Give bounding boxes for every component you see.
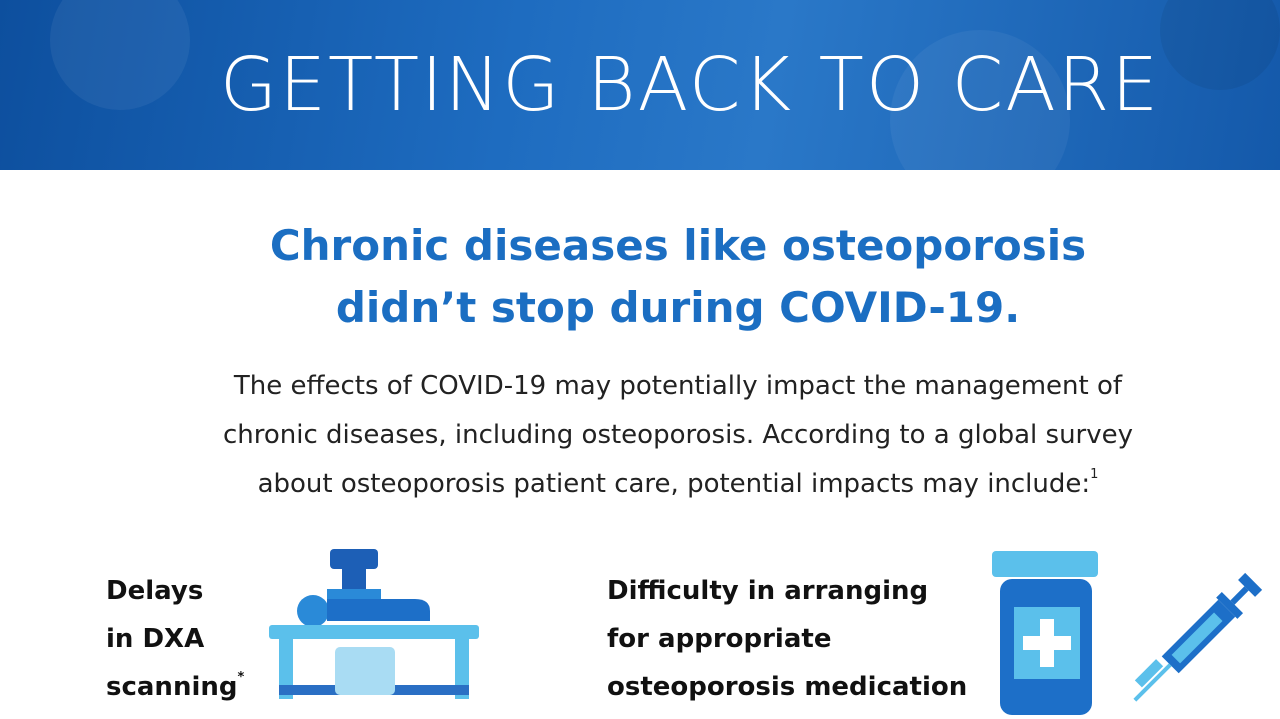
- banner-decoration: [50, 0, 1280, 170]
- item-line: scanning*: [106, 663, 244, 711]
- heading-line: didn’t stop during COVID-19.: [335, 283, 1021, 332]
- heading-line: Chronic diseases like osteoporosis: [269, 221, 1087, 270]
- intro-line: about osteoporosis patient care, potenti…: [0, 460, 1280, 509]
- item-text: scanning: [106, 672, 238, 702]
- footnote-mark: *: [237, 670, 245, 685]
- header-title: GETTING BACK TO CARE: [219, 42, 1161, 128]
- item-line: Delays: [106, 576, 204, 606]
- intro-line: The effects of COVID-19 may potentially …: [233, 371, 1123, 401]
- dxa-scanner-icon: [269, 549, 479, 699]
- intro-text: about osteoporosis patient care, potenti…: [257, 469, 1091, 499]
- item-line: Difficulty in arranging: [607, 576, 929, 606]
- item-line: osteoporosis medication: [607, 672, 968, 702]
- medication-icon: [992, 551, 1263, 715]
- item-line: for appropriate: [607, 624, 832, 654]
- item-line: in DXA: [106, 624, 205, 654]
- footnote-mark: 1: [1090, 467, 1099, 482]
- impact-item: Delays in DXA scanning*: [106, 567, 244, 711]
- header-banner: GETTING BACK TO CARE: [0, 0, 1280, 170]
- heading: Chronic diseases like osteoporosis didn’…: [0, 215, 1280, 339]
- intro-line: chronic diseases, including osteoporosis…: [222, 420, 1134, 450]
- impact-item: Difficulty in arranging for appropriate …: [607, 567, 967, 711]
- intro: The effects of COVID-19 may potentially …: [0, 362, 1280, 509]
